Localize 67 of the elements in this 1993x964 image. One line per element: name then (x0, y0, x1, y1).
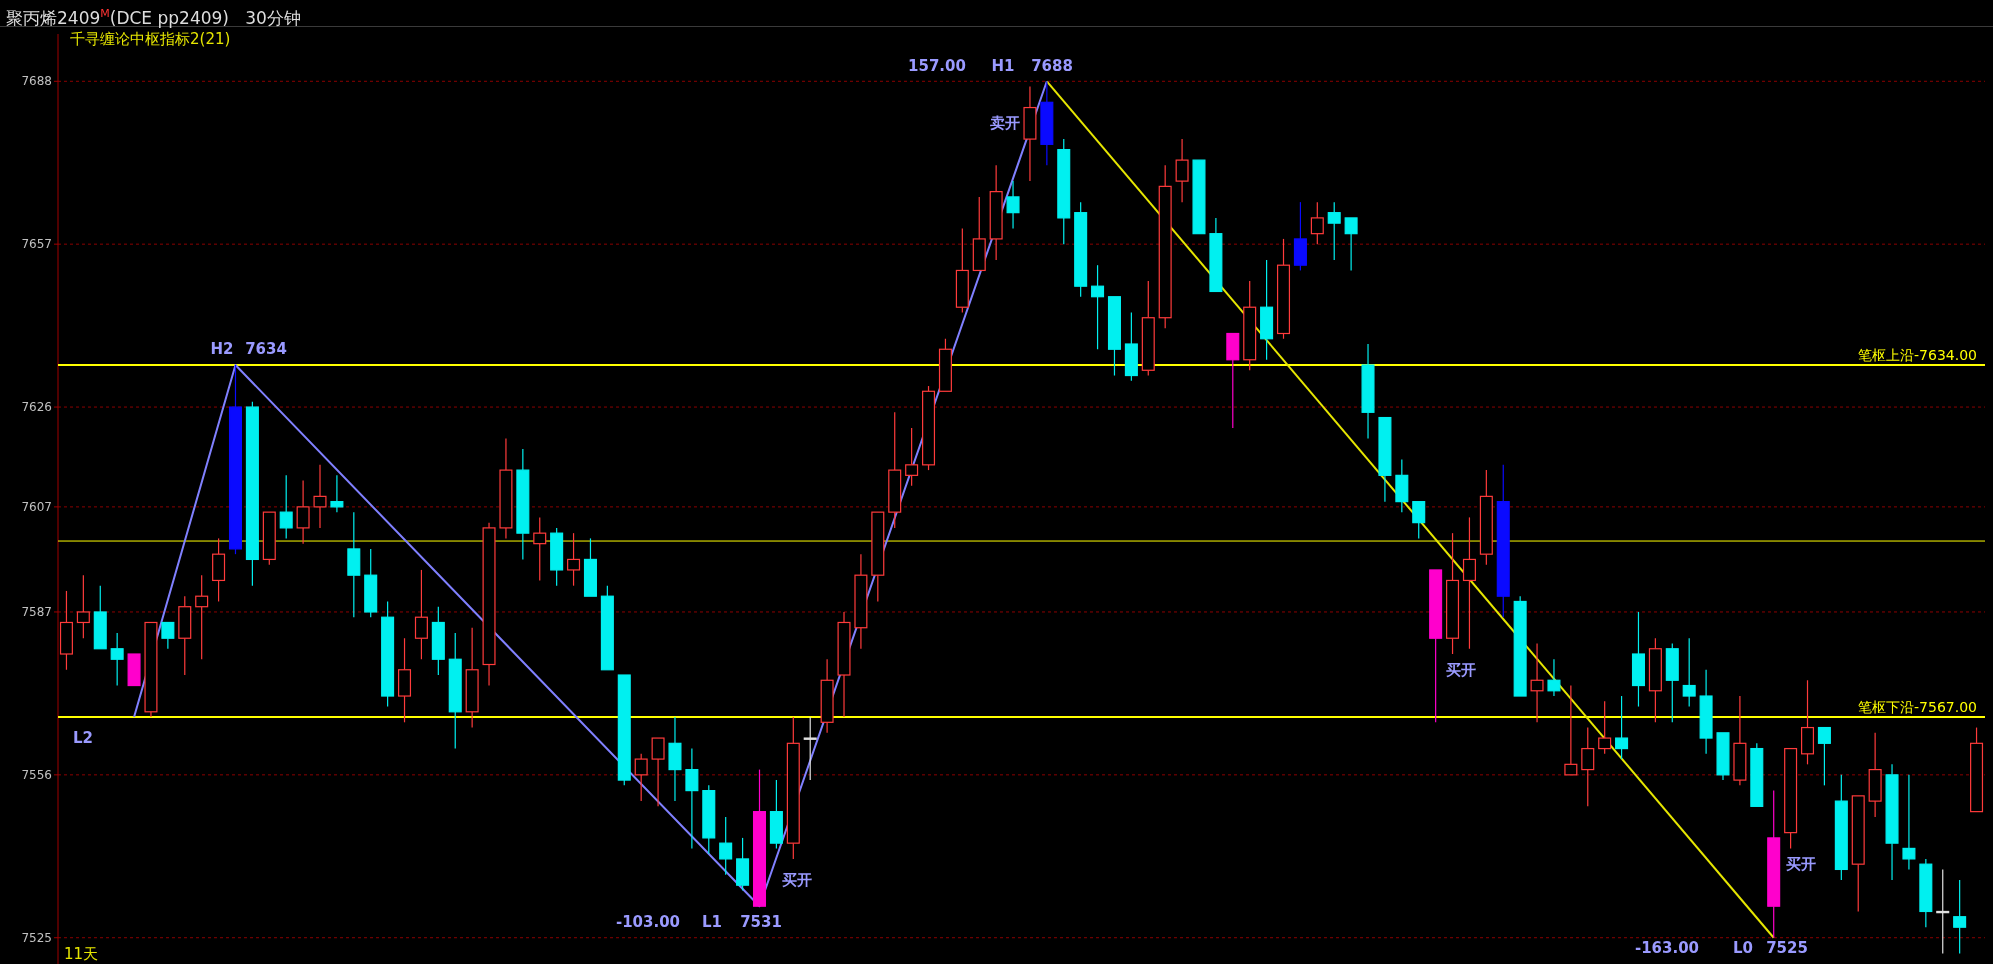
y-tick-label: 7587 (21, 604, 52, 619)
annotation: 买开 (1786, 855, 1816, 873)
ref-line-label: 笔枢上沿-7634.00 (1858, 347, 1977, 364)
candlestick (482, 522, 496, 687)
candlestick (1547, 658, 1561, 697)
ref-line-label: 笔枢下沿-7567.00 (1858, 699, 1977, 716)
y-tick-label: 7657 (21, 237, 52, 252)
y-tick-label: 7626 (21, 400, 52, 415)
candlestick (1091, 264, 1105, 350)
candlestick (1767, 790, 1781, 939)
candlestick (1040, 80, 1054, 166)
candlestick (1175, 138, 1189, 203)
candlestick (347, 511, 361, 618)
candlestick (820, 658, 834, 734)
candlestick (989, 164, 1003, 261)
candlestick (1462, 516, 1476, 650)
annotation: L1 (702, 913, 722, 931)
chart-title: 聚丙烯2409$^{M}$(DCE pp2409) 30分钟 (0, 0, 1993, 28)
candlestick (854, 553, 868, 650)
annotation: H1 (991, 57, 1015, 75)
candlestick (1885, 763, 1899, 881)
candlestick (1023, 85, 1037, 182)
annotation: 买开 (782, 871, 812, 889)
y-tick-label: 7688 (21, 74, 52, 89)
annotation: -163.00 (1634, 939, 1700, 957)
candlestick (837, 611, 851, 718)
candlestick (1496, 464, 1510, 618)
candlestick (330, 474, 344, 513)
candlestick (465, 627, 479, 729)
candlestick (1631, 611, 1645, 708)
candlestick (516, 448, 530, 561)
annotation: 11天 (64, 945, 99, 963)
candlestick (195, 574, 209, 660)
annotation: 买开 (1446, 661, 1476, 679)
candlestick (448, 632, 462, 750)
annotation: 7634 (245, 340, 287, 358)
annotation: 7688 (1031, 57, 1073, 75)
annotation: 卖开 (990, 114, 1020, 132)
annotation: L0 (1733, 939, 1753, 957)
candlestick (398, 637, 412, 723)
annotation: 7531 (740, 913, 782, 931)
y-tick-label: 7525 (21, 930, 52, 945)
candlestick (1902, 774, 1916, 871)
chart-subtitle: 千寻缠论中枢指标2(21) (70, 30, 231, 48)
y-tick-label: 7607 (21, 499, 52, 514)
candlestick (1006, 180, 1020, 230)
candlestick (1733, 695, 1747, 786)
candlestick (1361, 343, 1375, 440)
candlestick (1953, 879, 1967, 955)
candlestick (414, 569, 428, 660)
candlestick (296, 480, 310, 545)
candlestick (1581, 726, 1595, 807)
annotation: -103.00 (615, 913, 681, 931)
y-tick-label: 7556 (21, 767, 52, 782)
candlestick (1868, 732, 1882, 818)
candlestick (499, 437, 513, 540)
candlestick (668, 716, 682, 802)
candlestick (1699, 669, 1713, 755)
candlestick (1530, 642, 1544, 723)
annotation: 7525 (1766, 939, 1808, 957)
candlestick (685, 747, 699, 850)
annotation: L2 (73, 729, 93, 747)
candlestick (803, 716, 817, 781)
candlestick (313, 464, 327, 529)
annotation: H2 (210, 340, 234, 358)
annotation: 157.00 (908, 57, 966, 75)
candlestick (1260, 259, 1274, 361)
